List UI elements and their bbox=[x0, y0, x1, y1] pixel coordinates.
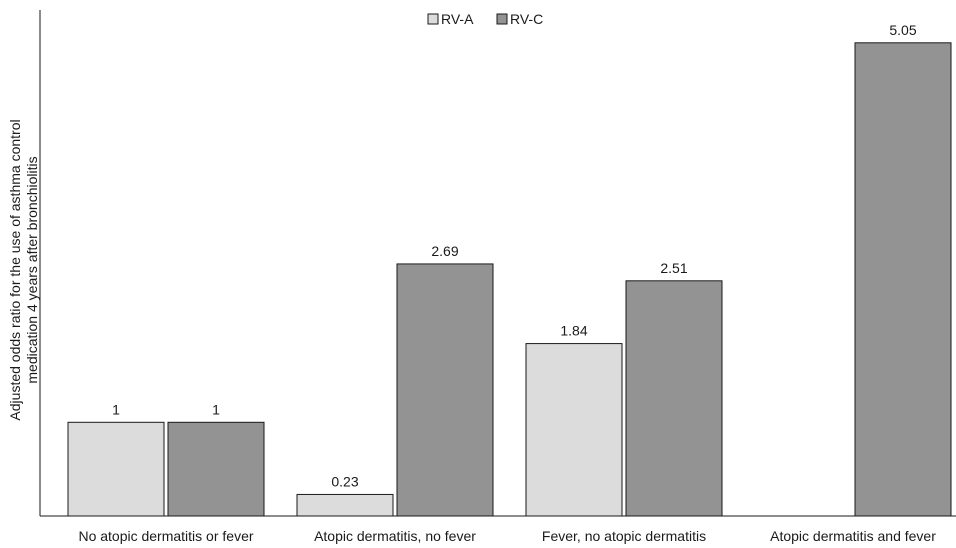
legend-swatch-rv-a bbox=[427, 13, 439, 25]
legend: RV-A RV-C bbox=[427, 11, 543, 27]
bar-rv-c-2 bbox=[396, 263, 494, 517]
bar-rv-c-4 bbox=[854, 42, 952, 517]
x-tick-labels: No atopic dermatitis or fever Atopic derm… bbox=[78, 528, 936, 544]
bar-rv-a-3 bbox=[525, 343, 623, 517]
value-label: 5.05 bbox=[889, 22, 916, 38]
value-label: 2.51 bbox=[660, 260, 687, 276]
value-label: 1 bbox=[212, 401, 220, 417]
legend-label-rv-c: RV-C bbox=[510, 11, 543, 27]
bar-rv-c-3 bbox=[625, 280, 723, 517]
legend-label-rv-a: RV-A bbox=[441, 11, 474, 27]
bar-rv-a-2 bbox=[296, 493, 394, 517]
value-label: 1 bbox=[112, 401, 120, 417]
bar-rv-a-1 bbox=[67, 421, 165, 517]
value-label: 0.23 bbox=[331, 473, 358, 489]
legend-swatch-rv-c bbox=[496, 13, 508, 25]
y-axis-label-line: medication 4 years after bronchiolitis bbox=[24, 156, 40, 383]
x-tick-label: No atopic dermatitis or fever bbox=[78, 528, 253, 544]
value-label: 2.69 bbox=[431, 243, 458, 259]
value-labels: 1 1 0.23 2.69 1.84 2.51 5.05 bbox=[112, 22, 917, 490]
x-tick-label: Atopic dermatitis, no fever bbox=[314, 528, 476, 544]
y-axis-label-line: Adjusted odds ratio for the use of asthm… bbox=[7, 119, 23, 420]
value-label: 1.84 bbox=[560, 323, 587, 339]
x-tick-label: Fever, no atopic dermatitis bbox=[542, 528, 706, 544]
bar-rv-c-1 bbox=[167, 421, 265, 517]
bars bbox=[67, 42, 952, 517]
y-axis-label: Adjusted odds ratio for the use of asthm… bbox=[7, 119, 40, 420]
x-tick-label: Atopic dermatitis and fever bbox=[770, 528, 936, 544]
